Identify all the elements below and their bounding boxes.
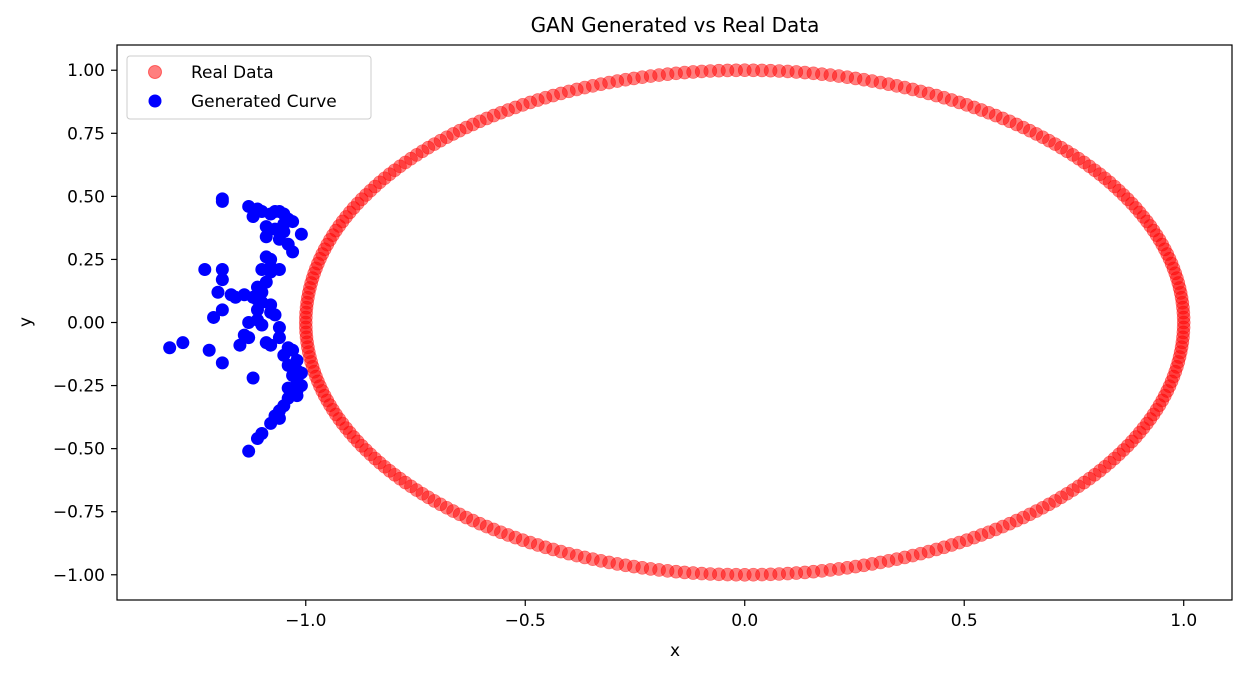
y-tick-label: 0.75 [67,124,105,144]
generated-point [286,245,300,259]
legend-marker-real-data [148,65,162,79]
y-tick-label: 0.50 [67,187,105,207]
real-data-point [1176,320,1191,335]
x-tick-label: −0.5 [505,611,546,631]
y-tick-label: −0.50 [53,440,105,460]
generated-point [215,356,229,370]
y-tick-label: −1.00 [53,566,105,586]
generated-point [250,303,264,317]
generated-point [229,290,243,304]
generated-point [250,432,264,446]
generated-point [215,273,229,287]
y-tick-label: −0.25 [53,377,105,397]
legend-label-generated-curve: Generated Curve [191,92,337,112]
generated-point [264,338,278,352]
generated-point [211,285,225,299]
generated-point [264,260,278,274]
y-tick-label: 1.00 [67,61,105,81]
generated-point [272,331,286,345]
generated-point [215,194,229,208]
generated-point [207,310,221,324]
plot-frame [116,44,1233,601]
y-tick-label: −0.75 [53,503,105,523]
chart-title: GAN Generated vs Real Data [531,13,820,37]
generated-point [198,263,212,277]
generated-curve-series [163,192,308,458]
generated-point [215,263,229,277]
generated-point [202,343,216,357]
generated-point [294,227,308,241]
legend-box [126,55,372,120]
generated-point [242,331,256,345]
legend-label-real-data: Real Data [191,63,274,83]
generated-point [215,303,229,317]
legend: Real Data Generated Curve [126,55,372,120]
legend-marker-generated-curve [148,94,162,108]
generated-point [233,338,247,352]
y-axis: 1.00 0.75 0.50 0.25 0.00 −0.25 −0.50 −0.75 −1.00 [53,61,117,586]
generated-point [255,318,269,332]
generated-point [246,371,260,385]
y-tick-label: 0.00 [67,314,105,334]
generated-point [272,321,286,335]
x-tick-label: 0.0 [731,611,758,631]
x-tick-label: 0.5 [951,611,978,631]
y-tick-label: 0.25 [67,250,105,270]
generated-point [246,210,260,224]
generated-point [264,416,278,430]
generated-point [259,230,273,244]
generated-point [242,444,256,458]
real-data-series [298,63,1191,582]
x-tick-label: −1.0 [285,611,326,631]
x-tick-label: 1.0 [1170,611,1197,631]
generated-point [242,316,256,329]
generated-point [268,308,282,322]
x-axis: −1.0 −0.5 0.0 0.5 1.0 [285,600,1197,631]
generated-point [176,336,190,350]
generated-point [277,348,291,362]
generated-point [163,341,177,355]
y-axis-label: y [16,317,36,327]
x-axis-label: x [670,641,680,661]
